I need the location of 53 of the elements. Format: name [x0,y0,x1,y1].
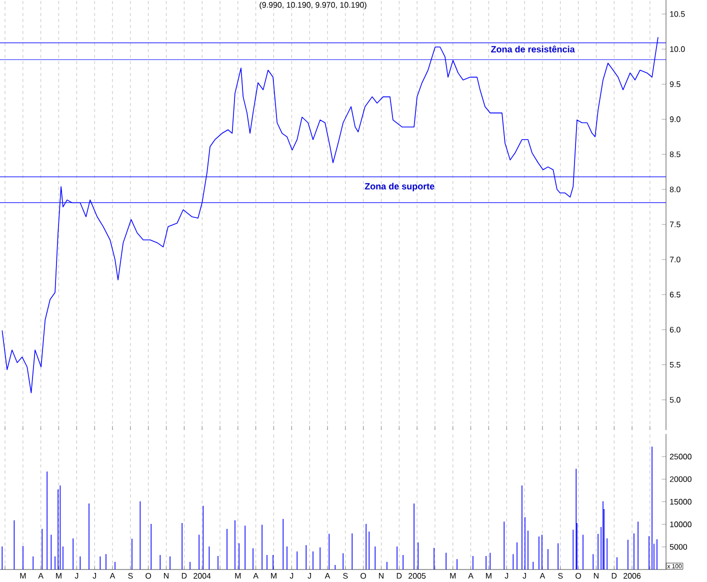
x-tick-label: M [20,573,26,579]
x-tick-label: M [450,573,456,579]
x-tick-label: S [128,573,133,579]
x-tick-label: 2006 [624,573,641,579]
x-tick-label: S [558,573,563,579]
x-tick-label: A [540,573,546,579]
x-tick-label: J [308,573,311,579]
y-tick-label: 9.5 [670,81,680,88]
y-tick-label: 25000 [670,454,692,460]
x-tick-label: A [110,573,116,579]
x-tick-label: A [468,573,474,579]
x-tick-label: M [235,573,241,579]
y-tick-label: 5.5 [670,362,680,368]
y-tick-label: 10000 [670,522,692,528]
x-tick-label: A [38,573,44,579]
x-tick-label: N [378,573,384,579]
x-tick-label: J [92,573,96,579]
x-tick-label: J [290,573,294,579]
y-tick-label: 8.0 [670,186,680,192]
x-tick-label: M [56,573,62,579]
annotation: Zona de suporte [364,182,434,192]
x-tick-label: D [396,573,402,579]
x-tick-label: O [146,573,152,579]
y-tick-label: 7.0 [670,256,680,262]
x-tick-label: J [74,573,78,579]
y-tick-label: 20000 [670,476,692,482]
x-tick-label: O [360,573,366,579]
x-tick-label: D [182,573,187,579]
x-tick-label: D [612,573,617,579]
y-tick-label: 6.0 [670,326,680,333]
x-tick-label: J [522,573,526,579]
x-tick-label: 2005 [408,573,426,579]
x-tick-label: M [486,573,492,579]
x-tick-label: N [164,573,168,579]
chart-title: (9.990, 10.190, 9.970, 10.190) [260,2,366,10]
x-tick-label: A [253,573,258,579]
y-tick-label: 5000 [670,544,688,550]
x-tick-label: A [324,573,330,579]
x-tick-label: N [594,573,598,579]
annotation: Zona de resistência [491,46,575,52]
y-tick-label: 6.5 [670,292,680,298]
y-tick-label: 10.5 [670,11,685,17]
x-tick-label: M [271,573,276,579]
y-tick-label: 7.5 [670,222,680,228]
y-tick-label: 5.0 [670,397,680,403]
x-tick-label: S [343,573,348,579]
y-tick-label: 9.0 [670,116,680,122]
x-tick-label: J [504,573,508,579]
y-tick-label: 10.0 [670,46,685,52]
x-tick-label: 2004 [194,573,211,579]
x-tick-label: O [576,573,582,579]
y-tick-label: 8.5 [670,151,680,158]
y-tick-label: 15000 [670,498,692,505]
